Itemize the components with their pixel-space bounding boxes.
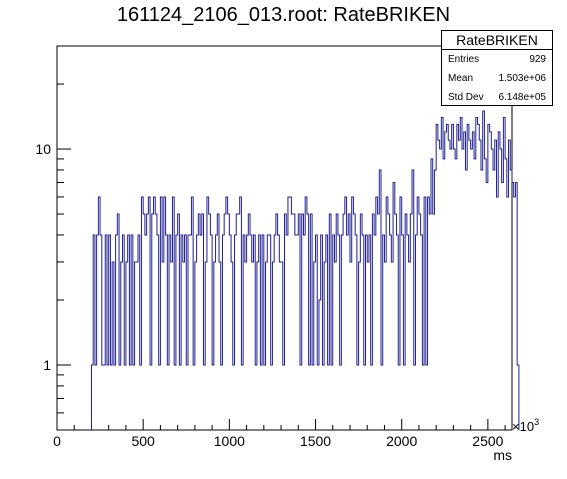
y-tick-label: 1 [43,357,51,373]
x-tick-label: 2000 [386,433,417,449]
stats-row-mean: Mean 1.503e+06 [442,69,552,88]
x-tick-label: 0 [53,433,61,449]
stats-title: RateBRIKEN [442,31,552,50]
stats-value: 1.503e+06 [498,73,546,84]
x-exponent-power: 3 [534,417,539,427]
stats-value: 929 [529,54,546,65]
stats-row-stddev: Std Dev 6.148e+05 [442,88,552,107]
stats-label: Entries [448,54,480,65]
x-axis-exponent: ×103 [512,417,539,434]
x-tick-label: 1000 [214,433,245,449]
x-axis-label: ms [493,447,512,463]
axis-ticks [56,45,506,431]
chart-title: 161124_2106_013.root: RateBRIKEN [116,4,451,26]
x-exponent-base: ×10 [512,419,534,434]
stats-label: Std Dev [448,92,484,103]
y-tick-label: 10 [35,141,51,157]
stats-label: Mean [448,73,474,84]
x-tick-label: 500 [131,433,155,449]
stats-value: 6.148e+05 [498,92,546,103]
stats-box: RateBRIKEN Entries 929 Mean 1.503e+06 St… [441,30,553,106]
x-tick-label: 1500 [300,433,331,449]
histogram-line [90,110,520,430]
stats-row-entries: Entries 929 [442,50,552,69]
axis-tick-labels: 0 500 1000 1500 2000 2500 1 10 [35,141,503,449]
x-tick-label: 2500 [472,433,503,449]
